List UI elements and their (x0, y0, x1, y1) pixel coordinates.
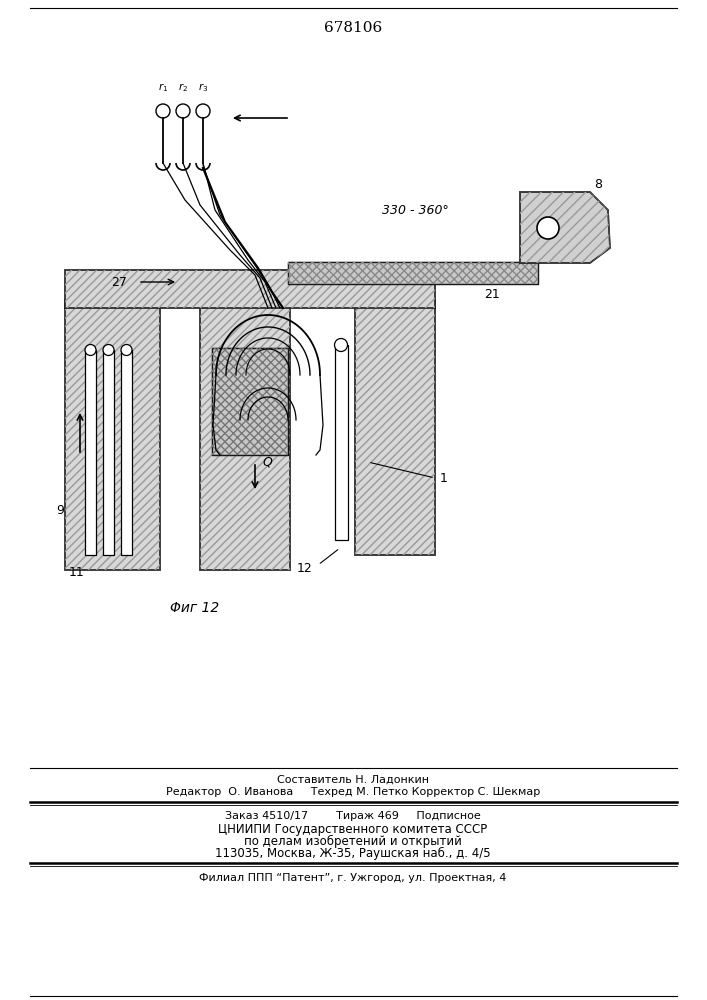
Text: 113035, Москва, Ж-35, Раушская наб., д. 4/5: 113035, Москва, Ж-35, Раушская наб., д. … (215, 846, 491, 860)
Circle shape (176, 104, 190, 118)
FancyBboxPatch shape (65, 270, 435, 308)
Circle shape (121, 344, 132, 356)
Circle shape (334, 338, 348, 352)
Circle shape (196, 104, 210, 118)
FancyBboxPatch shape (103, 350, 114, 555)
Text: Q: Q (262, 456, 272, 468)
Text: $r_1$: $r_1$ (158, 82, 168, 94)
Text: Φиг 12: Φиг 12 (170, 601, 220, 615)
FancyBboxPatch shape (335, 345, 348, 540)
Text: ЦНИИПИ Государственного комитета СССР: ЦНИИПИ Государственного комитета СССР (218, 822, 488, 836)
FancyBboxPatch shape (121, 350, 132, 555)
FancyBboxPatch shape (65, 300, 160, 570)
Text: 9: 9 (56, 504, 64, 516)
FancyBboxPatch shape (85, 350, 96, 555)
Circle shape (156, 104, 170, 118)
Text: по делам изобретений и открытий: по делам изобретений и открытий (244, 834, 462, 848)
Text: 1: 1 (440, 472, 448, 485)
Text: Редактор  О. Иванова     Техред М. Петко Корректор С. Шекмар: Редактор О. Иванова Техред М. Петко Корр… (166, 787, 540, 797)
FancyBboxPatch shape (288, 262, 538, 284)
Text: 330 - 360°: 330 - 360° (382, 204, 448, 217)
Text: 27: 27 (111, 275, 127, 288)
Polygon shape (520, 192, 610, 263)
Text: 11: 11 (69, 566, 85, 578)
Text: 678106: 678106 (324, 21, 382, 35)
Text: $r_2$: $r_2$ (178, 82, 188, 94)
Text: 12: 12 (296, 562, 312, 574)
Text: Филиал ППП “Патент”, г. Ужгород, ул. Проектная, 4: Филиал ППП “Патент”, г. Ужгород, ул. Про… (199, 873, 507, 883)
Circle shape (103, 344, 114, 356)
Text: 8: 8 (594, 178, 602, 192)
Text: Составитель Н. Ладонкин: Составитель Н. Ладонкин (277, 775, 429, 785)
Text: Заказ 4510/17        Тираж 469     Подписное: Заказ 4510/17 Тираж 469 Подписное (225, 811, 481, 821)
FancyBboxPatch shape (212, 348, 288, 455)
FancyBboxPatch shape (200, 300, 290, 570)
Circle shape (85, 344, 96, 356)
Text: 21: 21 (484, 288, 500, 302)
Circle shape (537, 217, 559, 239)
FancyBboxPatch shape (355, 300, 435, 555)
Text: $r_3$: $r_3$ (198, 82, 208, 94)
